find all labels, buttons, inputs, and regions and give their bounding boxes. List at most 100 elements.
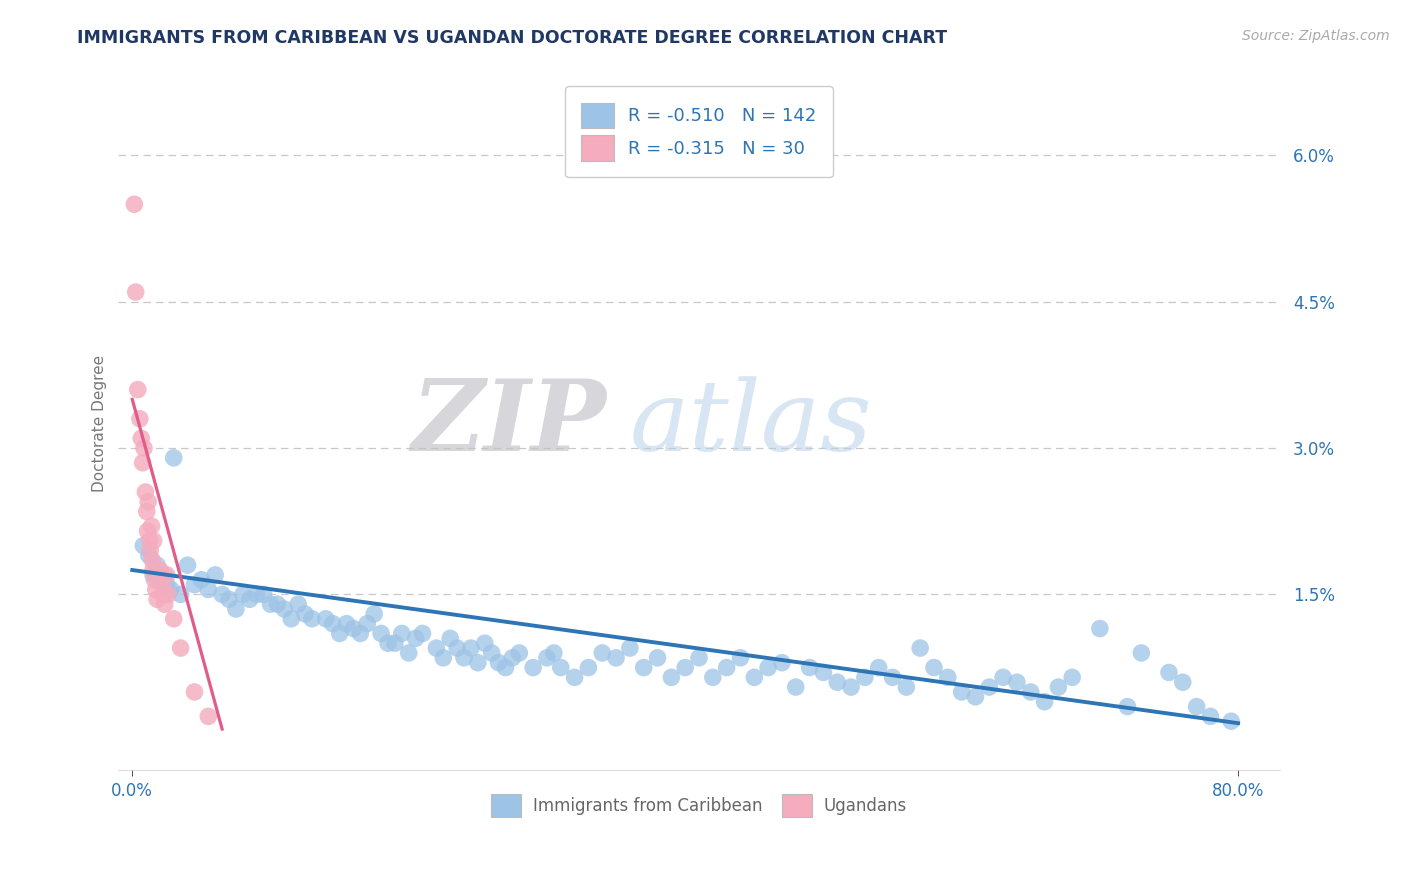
Point [446, 641, 468, 656]
Point [501, 650, 523, 665]
Point [425, 641, 447, 656]
Point [138, 533, 160, 548]
Point [1088, 622, 1111, 636]
Point [315, 612, 337, 626]
Point [280, 612, 302, 626]
Point [1033, 695, 1056, 709]
Point [799, 660, 821, 674]
Point [522, 660, 544, 674]
Point [647, 650, 669, 665]
Point [1062, 670, 1084, 684]
Point [495, 660, 517, 674]
Point [150, 577, 173, 591]
Point [153, 568, 176, 582]
Point [142, 568, 165, 582]
Point [405, 632, 427, 646]
Point [136, 524, 159, 538]
Y-axis label: Doctorate Degree: Doctorate Degree [93, 355, 107, 492]
Point [211, 587, 233, 601]
Point [460, 641, 482, 656]
Point [488, 656, 510, 670]
Point [349, 626, 371, 640]
Point [785, 680, 807, 694]
Point [232, 587, 254, 601]
Text: IMMIGRANTS FROM CARIBBEAN VS UGANDAN DOCTORATE DEGREE CORRELATION CHART: IMMIGRANTS FROM CARIBBEAN VS UGANDAN DOC… [77, 29, 948, 46]
Point [287, 597, 309, 611]
Point [605, 650, 627, 665]
Point [152, 587, 174, 601]
Point [756, 660, 779, 674]
Point [370, 626, 392, 640]
Point [132, 441, 155, 455]
Point [145, 582, 167, 597]
Point [135, 504, 157, 518]
Point [965, 690, 987, 704]
Point [979, 680, 1001, 694]
Point [163, 450, 186, 465]
Point [153, 597, 176, 611]
Point [197, 582, 219, 597]
Point [391, 626, 413, 640]
Point [508, 646, 530, 660]
Point [439, 632, 461, 646]
Point [853, 670, 876, 684]
Point [377, 636, 399, 650]
Point [149, 563, 172, 577]
Point [481, 646, 503, 660]
Point [412, 626, 434, 640]
Point [134, 485, 156, 500]
Point [329, 626, 352, 640]
Point [156, 568, 179, 582]
Point [294, 607, 316, 621]
Point [141, 553, 163, 567]
Point [550, 660, 572, 674]
Point [190, 573, 212, 587]
Point [839, 680, 862, 694]
Point [335, 616, 357, 631]
Point [301, 612, 323, 626]
Point [136, 495, 159, 509]
Text: Source: ZipAtlas.com: Source: ZipAtlas.com [1241, 29, 1389, 43]
Point [564, 670, 586, 684]
Point [163, 612, 186, 626]
Point [659, 670, 682, 684]
Point [896, 680, 918, 694]
Point [730, 650, 752, 665]
Point [633, 660, 655, 674]
Point [183, 577, 205, 591]
Point [157, 587, 180, 601]
Point [384, 636, 406, 650]
Text: atlas: atlas [630, 376, 872, 471]
Point [813, 665, 835, 680]
Point [882, 670, 904, 684]
Point [1116, 699, 1139, 714]
Point [149, 573, 172, 587]
Point [1171, 675, 1194, 690]
Point [619, 641, 641, 656]
Point [716, 660, 738, 674]
Point [453, 650, 475, 665]
Point [1047, 680, 1070, 694]
Point [156, 577, 179, 591]
Point [1199, 709, 1222, 723]
Point [225, 602, 247, 616]
Point [543, 646, 565, 660]
Point [356, 616, 378, 631]
Point [1220, 714, 1243, 729]
Point [273, 602, 295, 616]
Point [922, 660, 945, 674]
Point [131, 456, 153, 470]
Point [1130, 646, 1153, 660]
Point [702, 670, 724, 684]
Point [146, 558, 169, 573]
Point [239, 592, 262, 607]
Point [1005, 675, 1028, 690]
Point [1019, 685, 1042, 699]
Point [142, 533, 165, 548]
Point [467, 656, 489, 670]
Point [259, 597, 281, 611]
Point [197, 709, 219, 723]
Point [129, 431, 152, 445]
Point [125, 285, 148, 299]
Point [169, 587, 191, 601]
